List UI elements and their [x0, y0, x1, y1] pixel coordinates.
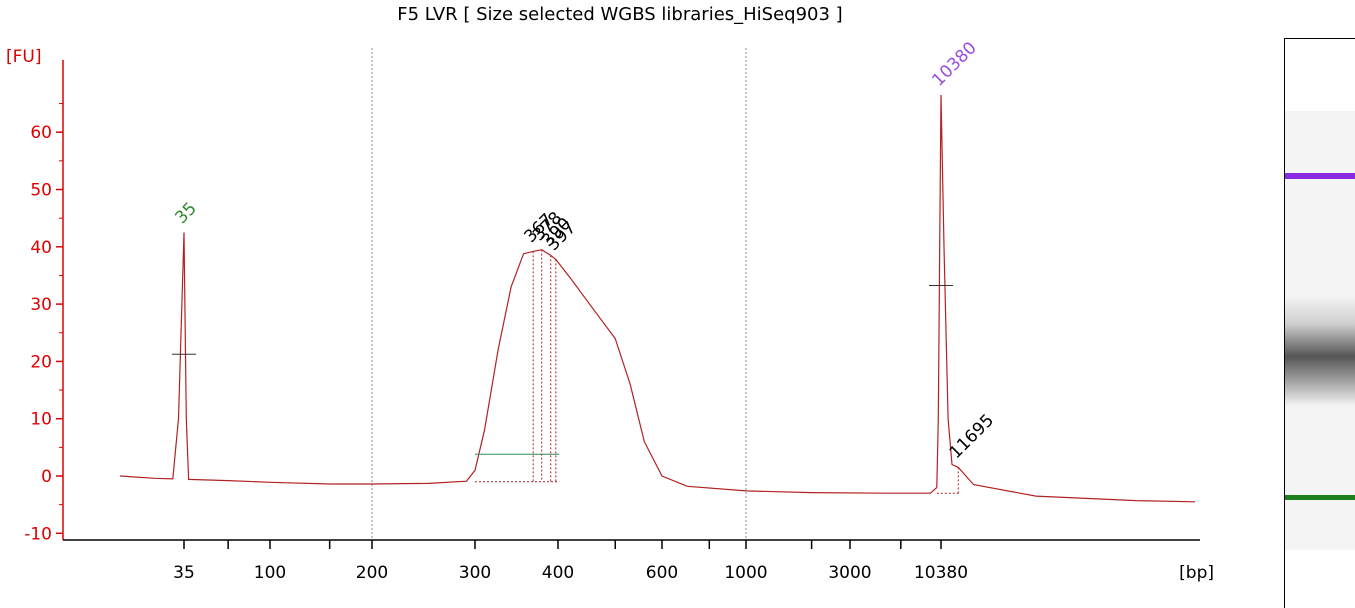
y-tick-label: 0	[41, 467, 52, 487]
y-tick-label: 50	[30, 181, 52, 201]
y-tick-label: 30	[30, 295, 52, 315]
y-axis-label: [FU]	[6, 47, 42, 67]
x-tick-label: 1000	[724, 563, 767, 583]
peak-label-11695: 11695	[946, 411, 998, 463]
x-tick-label: 400	[542, 563, 574, 583]
electropherogram-plot: -10 0 10 20 30 40 50 60 [FU] 35 100 200 300 400 600 100…	[6, 38, 1214, 583]
trace-line-0	[119, 94, 1196, 503]
lower-marker-band	[1285, 495, 1355, 500]
y-tick-label: 10	[30, 410, 52, 430]
x-tick-label: 100	[254, 563, 286, 583]
y-tick-label: 60	[30, 123, 52, 143]
gridlines	[371, 48, 747, 540]
trace-layer	[119, 94, 1196, 503]
x-tick-label: 10380	[914, 563, 968, 583]
peak-label-35: 35	[171, 199, 200, 228]
x-tick-label: 35	[173, 563, 195, 583]
y-tick-label: -10	[24, 524, 52, 544]
y-tick-label: 40	[30, 238, 52, 258]
axes: -10 0 10 20 30 40 50 60 [FU] 35 100 200 300 400 600 100…	[6, 47, 1214, 583]
library-smear-band	[1285, 296, 1355, 406]
x-tick-label: 600	[646, 563, 678, 583]
virtual-gel-lane	[1284, 38, 1355, 608]
gel-lane-background	[1285, 111, 1355, 550]
peak-label-10380: 10380	[928, 38, 980, 90]
x-tick-label: 300	[459, 563, 491, 583]
x-tick-label: 3000	[828, 563, 871, 583]
upper-marker-band	[1285, 173, 1355, 179]
x-tick-label: 200	[356, 563, 388, 583]
chart-title: F5 LVR [ Size selected WGBS libraries_Hi…	[397, 4, 843, 25]
y-tick-label: 20	[30, 352, 52, 372]
x-axis-label: [bp]	[1179, 563, 1214, 583]
